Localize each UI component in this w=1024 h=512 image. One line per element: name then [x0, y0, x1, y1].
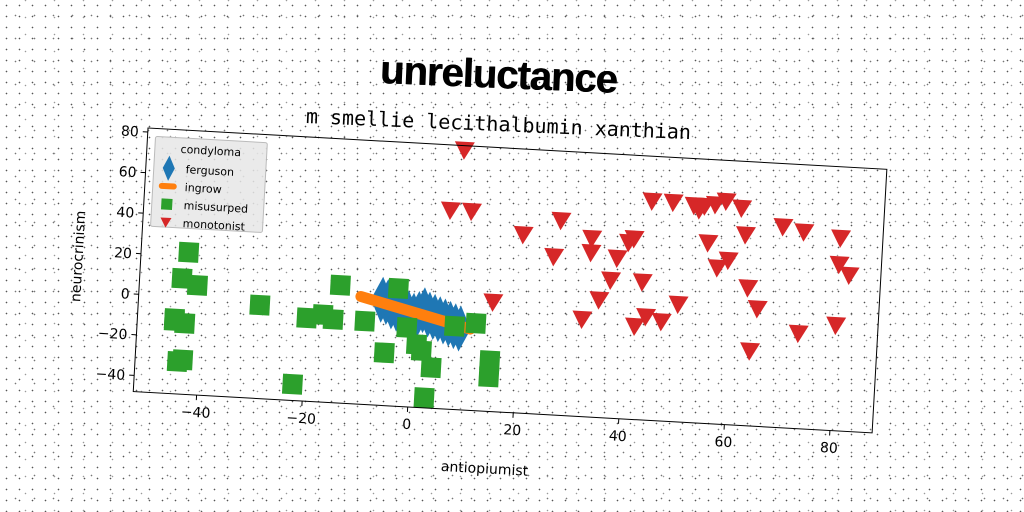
data-point-monotonist: [718, 251, 739, 271]
legend-marker-misusurped: [160, 198, 173, 210]
data-point-misusurped: [410, 340, 432, 362]
data-point-misusurped: [178, 241, 200, 263]
data-point-monotonist: [668, 295, 689, 315]
data-point-monotonist: [707, 259, 728, 278]
data-point-monotonist: [747, 299, 768, 319]
data-point-monotonist: [663, 193, 684, 213]
data-point-misusurped: [329, 274, 351, 296]
legend-marker-ingrow: [158, 182, 177, 190]
data-point-monotonist: [607, 249, 628, 268]
data-point-monotonist: [732, 199, 753, 218]
data-point-monotonist: [651, 312, 672, 332]
data-point-monotonist: [736, 226, 756, 245]
legend-marker-ferguson: [162, 155, 175, 181]
chart-marks: [163, 141, 860, 409]
legend-label-ingrow: ingrow: [184, 181, 222, 196]
data-point-monotonist: [601, 271, 622, 290]
data-point-monotonist: [544, 247, 565, 267]
data-point-misusurped: [171, 267, 193, 289]
y-tick-label: 60: [118, 164, 137, 181]
y-tick-label: 40: [116, 205, 135, 222]
x-tick-label: 20: [503, 422, 522, 439]
data-point-monotonist: [625, 317, 645, 337]
data-point-monotonist: [632, 273, 653, 292]
legend-marker-monotonist: [160, 217, 172, 228]
axes-frame: [132, 127, 888, 434]
y-axis-label: neurocrinism: [68, 210, 89, 302]
data-point-monotonist: [738, 279, 759, 298]
data-point-monotonist: [794, 223, 815, 242]
data-point-misusurped: [420, 357, 442, 379]
y-tick-label: 0: [120, 286, 130, 302]
data-point-misusurped: [354, 310, 376, 332]
y-tick-label: 20: [114, 245, 133, 262]
y-tick-label: −40: [95, 366, 125, 384]
x-tick-label: −20: [286, 410, 316, 428]
data-point-misusurped: [249, 294, 271, 316]
x-tick-label: 80: [820, 440, 839, 457]
data-point-misusurped: [444, 315, 466, 337]
y-tick-label: −20: [97, 326, 127, 344]
data-point-misusurped: [373, 342, 395, 364]
data-point-monotonist: [582, 229, 603, 249]
legend: condyloma ferguson ingrow misusurpedmonoto…: [150, 136, 268, 234]
data-point-monotonist: [572, 310, 593, 330]
data-point-misusurped: [186, 274, 208, 296]
data-point-monotonist: [829, 255, 850, 275]
data-point-monotonist: [581, 243, 602, 263]
data-point-monotonist: [740, 342, 761, 361]
data-point-misusurped: [413, 387, 435, 409]
data-point-misusurped: [296, 307, 318, 329]
x-tick-label: 0: [402, 417, 412, 433]
y-tick-label: 80: [120, 124, 139, 141]
data-point-monotonist: [513, 225, 534, 245]
legend-box: [150, 136, 268, 233]
legend-label-misusurped: misusurped: [183, 199, 248, 216]
data-point-monotonist: [642, 192, 663, 211]
data-point-monotonist: [454, 141, 475, 160]
data-point-misusurped: [479, 350, 501, 372]
data-point-monotonist: [788, 324, 809, 344]
data-point-misusurped: [281, 373, 304, 395]
data-point-monotonist: [773, 218, 794, 237]
data-point-monotonist: [440, 201, 461, 220]
data-point-misusurped: [387, 277, 409, 299]
data-point-monotonist: [839, 266, 860, 285]
data-point-monotonist: [831, 229, 852, 248]
data-point-monotonist: [826, 316, 847, 336]
legend-title: condyloma: [180, 143, 241, 159]
x-axis-label: antiopiumist: [440, 459, 529, 480]
data-point-monotonist: [636, 307, 657, 327]
data-point-misusurped: [396, 317, 418, 339]
axis-ticks: −40 −20 0 20 40 60 80 −40 −20 0 20 40 60 80: [95, 124, 839, 457]
data-point-monotonist: [716, 192, 737, 211]
data-point-misusurped: [465, 312, 487, 334]
plot-area: −40 −20 0 20 40 60 80 −40 −20 0 20 40 60 80 antiopium…: [68, 124, 888, 480]
legend-label-ferguson: ferguson: [185, 163, 234, 179]
x-tick-label: −40: [180, 404, 210, 422]
data-point-monotonist: [698, 234, 719, 253]
x-tick-label: 40: [608, 428, 627, 445]
data-point-monotonist: [624, 230, 645, 249]
data-point-monotonist: [483, 293, 504, 312]
data-point-misusurped: [478, 366, 500, 388]
data-point-misusurped: [163, 308, 185, 330]
data-point-misusurped: [166, 350, 188, 373]
data-point-monotonist: [462, 202, 483, 222]
x-tick-label: 60: [714, 434, 733, 451]
data-point-monotonist: [589, 291, 610, 310]
data-point-misusurped: [322, 308, 344, 330]
data-point-monotonist: [551, 211, 572, 231]
legend-label-monotonist: monotonist: [182, 217, 246, 233]
